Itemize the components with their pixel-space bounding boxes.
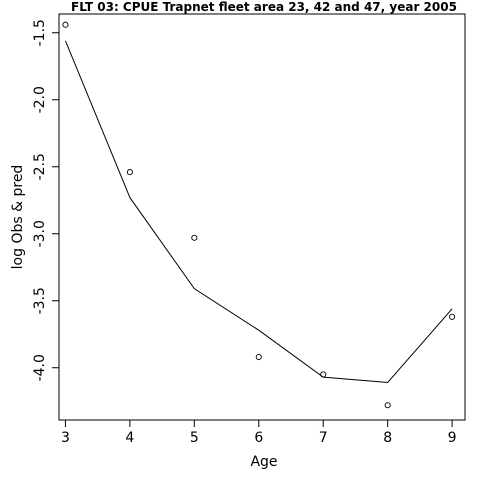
observed-point	[384, 402, 391, 409]
series-layer	[62, 21, 456, 409]
x-tick-label: 4	[125, 430, 134, 446]
y-tick-label: -3.0	[32, 220, 48, 247]
observed-point	[255, 353, 262, 361]
observed-point	[449, 313, 456, 320]
x-tick-label: 6	[254, 430, 263, 446]
observed-point	[62, 21, 69, 28]
x-tick-label: 9	[448, 430, 457, 446]
y-tick-label: -3.5	[32, 287, 48, 314]
predicted-line	[64, 40, 453, 384]
y-axis: -1.5 -2.0 -2.5 -3.0 -3.5 -4.0	[32, 19, 59, 381]
x-tick-label: 5	[190, 430, 199, 446]
y-axis-label: log Obs & pred	[10, 165, 26, 270]
x-tick-label: 8	[383, 430, 392, 446]
observed-point	[126, 169, 133, 176]
x-axis: 3 4 5 6 7 8 9	[61, 420, 457, 446]
observed-point	[191, 234, 198, 241]
y-tick-label: -2.0	[32, 86, 48, 113]
y-tick-label: -2.5	[32, 153, 48, 180]
plot-frame	[58, 13, 466, 421]
y-tick-label: -1.5	[32, 19, 48, 46]
x-tick-label: 7	[319, 430, 328, 446]
y-tick-label: -4.0	[32, 354, 48, 381]
x-axis-label: Age	[250, 454, 277, 470]
chart-title: FLT 03: CPUE Trapnet fleet area 23, 42 a…	[71, 0, 457, 14]
x-tick-label: 3	[61, 430, 70, 446]
